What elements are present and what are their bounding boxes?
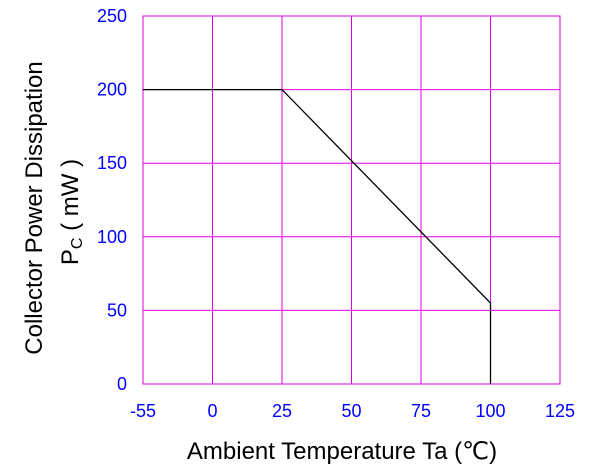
y-axis-symbol: P: [57, 249, 84, 265]
y-tick-label: 0: [117, 374, 127, 394]
y-axis-symbol-subscript: C: [69, 238, 86, 250]
plot-frame: [142, 15, 561, 385]
x-tick-labels: -55 0 25 50 75 100 125: [130, 401, 575, 421]
x-tick-label: 25: [272, 401, 292, 421]
y-axis-title-line1: Collector Power Dissipation: [21, 61, 48, 354]
y-tick-labels: 0 50 100 150 200 250: [97, 6, 127, 394]
y-tick-label: 250: [97, 6, 127, 26]
y-axis-unit: ( mW ): [57, 159, 84, 238]
grid: [142, 15, 561, 385]
series-layer: [143, 88, 492, 384]
x-tick-label: -55: [130, 401, 156, 421]
x-tick-label: 75: [411, 401, 431, 421]
x-tick-label: 125: [545, 401, 575, 421]
x-tick-label: 50: [341, 401, 361, 421]
y-tick-label: 50: [107, 300, 127, 320]
y-tick-label: 100: [97, 227, 127, 247]
derating-curve: [143, 88, 492, 384]
x-axis-title: Ambient Temperature Ta (℃): [187, 438, 497, 465]
y-axis-title-line2: PC ( mW ): [57, 159, 86, 265]
x-tick-label: 0: [207, 401, 217, 421]
y-tick-label: 150: [97, 153, 127, 173]
x-tick-label: 100: [475, 401, 505, 421]
y-tick-label: 200: [97, 80, 127, 100]
